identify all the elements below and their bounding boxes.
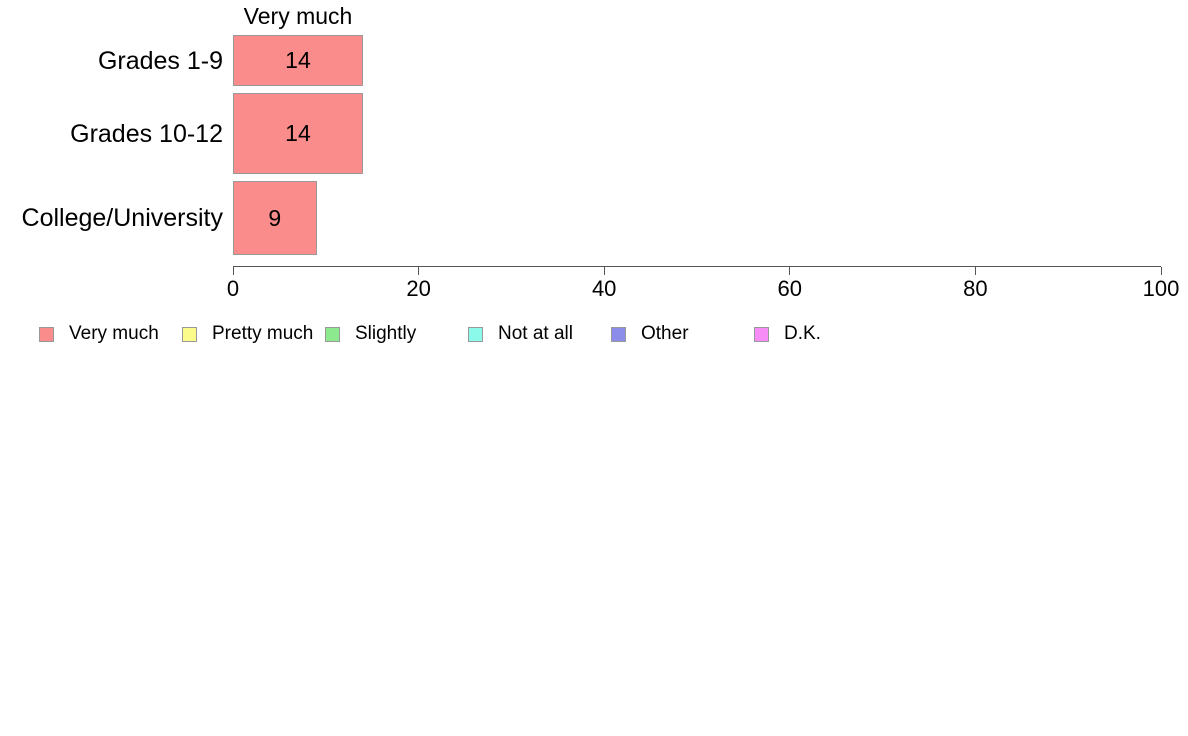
x-axis-tick: [232, 267, 234, 275]
legend-item: Slightly: [325, 323, 468, 345]
x-axis-tick: [789, 267, 791, 275]
category-label: Grades 10-12: [70, 119, 223, 148]
legend-label: Not at all: [498, 323, 573, 344]
x-axis-line: [233, 266, 1161, 267]
bar: 9: [233, 181, 317, 255]
legend-label: Pretty much: [212, 323, 314, 344]
legend: Very much Pretty much Slightly Not at all Ot…: [39, 323, 821, 345]
legend-item: D.K.: [754, 323, 821, 345]
bar-value-label: 9: [268, 204, 282, 231]
bar-value-label: 14: [285, 120, 311, 146]
x-axis-tick-label: 100: [1142, 276, 1180, 301]
legend-swatch: [182, 326, 197, 342]
legend-swatch: [611, 326, 626, 342]
bar: 14: [233, 93, 363, 174]
x-axis-tick-label: 60: [777, 276, 803, 301]
category-label: College/University: [21, 204, 223, 232]
bar-value-label: 14: [285, 47, 311, 73]
legend-item: Other: [611, 323, 754, 345]
legend-item: Not at all: [468, 323, 611, 345]
x-axis-tick-label: 40: [591, 276, 617, 301]
x-axis-tick: [1160, 267, 1162, 275]
legend-swatch: [754, 326, 769, 342]
x-axis-tick: [603, 267, 605, 275]
x-axis-tick: [418, 267, 420, 275]
legend-item: Very much: [39, 323, 182, 345]
legend-swatch: [468, 326, 483, 342]
legend-swatch: [39, 326, 54, 342]
legend-item: Pretty much: [182, 323, 325, 345]
x-axis-tick: [974, 267, 976, 275]
legend-label: Slightly: [355, 323, 417, 344]
x-axis-tick-label: 80: [963, 276, 988, 301]
chart-title: Very much: [243, 3, 353, 29]
legend-label: D.K.: [784, 323, 821, 344]
x-axis-tick-label: 20: [406, 276, 431, 301]
legend-label: Very much: [69, 323, 159, 344]
legend-swatch: [325, 326, 340, 342]
legend-label: Other: [641, 323, 689, 344]
bar: 14: [233, 35, 363, 86]
x-axis-tick-label: 0: [226, 276, 240, 301]
category-label: Grades 1-9: [97, 46, 223, 75]
